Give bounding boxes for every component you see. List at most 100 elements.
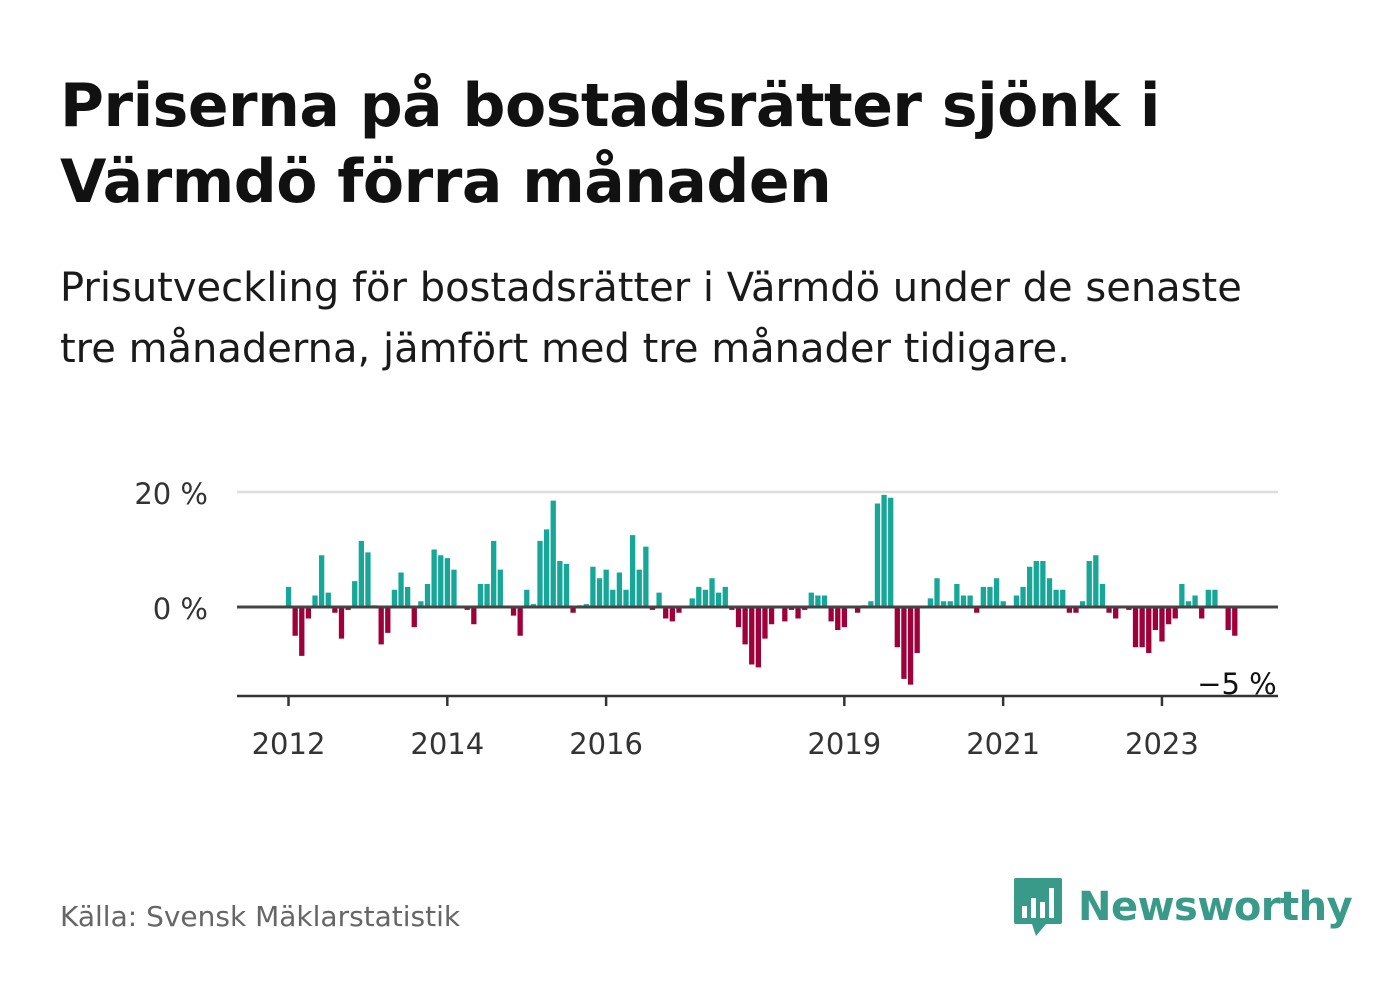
bar <box>358 540 364 608</box>
bar <box>808 592 814 608</box>
chart-subtitle: Prisutveckling för bostadsrätter i Värmd… <box>60 265 1242 372</box>
bar <box>1099 584 1106 607</box>
bar <box>1139 607 1145 648</box>
bar <box>563 563 570 608</box>
bar <box>815 595 821 607</box>
bar <box>1046 578 1053 607</box>
x-tick-label: 2016 <box>569 727 643 761</box>
bar <box>755 607 762 668</box>
bar <box>987 586 993 608</box>
bar <box>1000 601 1006 607</box>
bar <box>444 558 451 608</box>
bar <box>901 607 907 679</box>
bar <box>378 607 384 645</box>
bar <box>1165 607 1172 625</box>
bar <box>907 607 914 685</box>
bar <box>497 569 503 608</box>
bar <box>418 601 424 607</box>
bar <box>663 607 669 619</box>
bar <box>934 578 940 607</box>
bar <box>1027 566 1033 607</box>
bar <box>636 569 642 608</box>
bar <box>1013 595 1020 607</box>
bar <box>385 607 391 633</box>
bar <box>947 601 953 607</box>
bar <box>960 595 967 607</box>
bar <box>411 607 417 628</box>
x-tick-label: 2012 <box>252 727 326 761</box>
bar <box>1053 589 1059 607</box>
bar <box>517 607 523 636</box>
bar <box>1179 584 1185 607</box>
bar <box>318 555 325 607</box>
x-tick-label: 2019 <box>807 727 881 761</box>
x-tick-label: 2021 <box>966 727 1040 761</box>
bar <box>365 552 371 608</box>
bar <box>292 607 298 636</box>
bar <box>332 607 338 613</box>
bar <box>1086 561 1092 607</box>
bar <box>768 607 775 625</box>
y-tick-label: 0 % <box>153 592 208 626</box>
bar <box>749 607 755 665</box>
bar <box>305 607 312 619</box>
bar <box>352 581 358 608</box>
bar <box>524 589 530 607</box>
bar <box>1106 607 1112 613</box>
bar <box>1073 607 1079 613</box>
bar <box>596 578 603 607</box>
bar <box>940 601 947 607</box>
x-tick-label: 2014 <box>410 727 484 761</box>
bar <box>1033 561 1039 607</box>
bar <box>623 589 629 607</box>
bar <box>841 607 848 628</box>
bar <box>438 555 444 607</box>
bar <box>510 607 517 616</box>
bar <box>643 546 649 608</box>
bar <box>874 503 881 607</box>
bar <box>391 589 398 607</box>
bar <box>762 607 768 639</box>
bar <box>782 607 788 622</box>
bar <box>424 584 431 607</box>
bar <box>451 569 457 608</box>
bar <box>285 586 292 608</box>
bar <box>888 497 894 607</box>
bar <box>974 607 980 613</box>
bar <box>1212 589 1218 607</box>
bar <box>477 584 484 607</box>
bar <box>1185 601 1192 607</box>
bar <box>398 572 404 607</box>
bar <box>629 535 636 608</box>
bar <box>656 592 662 608</box>
bar <box>980 586 986 608</box>
bar <box>676 607 682 613</box>
x-tick-label: 2023 <box>1125 727 1199 761</box>
bar <box>716 592 722 608</box>
bar <box>1040 561 1046 607</box>
bar <box>722 586 728 608</box>
bar <box>338 607 345 639</box>
bar <box>431 549 437 607</box>
bar <box>927 598 934 608</box>
bar <box>696 586 702 608</box>
bar <box>1172 607 1178 619</box>
bar <box>1079 601 1086 607</box>
last-value-label: −5 % <box>1197 667 1277 701</box>
brand-name: Newsworthy <box>1078 884 1353 930</box>
bar <box>835 607 841 630</box>
bar <box>993 578 1000 607</box>
bar <box>735 607 742 628</box>
bar <box>299 607 305 656</box>
bar <box>709 578 715 607</box>
bar <box>742 607 748 645</box>
bar <box>491 540 497 608</box>
bar <box>967 595 973 607</box>
bar <box>590 566 596 607</box>
bar <box>405 586 411 608</box>
bar <box>702 589 709 607</box>
bar <box>1159 607 1165 642</box>
bar <box>1020 586 1026 608</box>
y-tick-label: 20 % <box>134 477 208 511</box>
